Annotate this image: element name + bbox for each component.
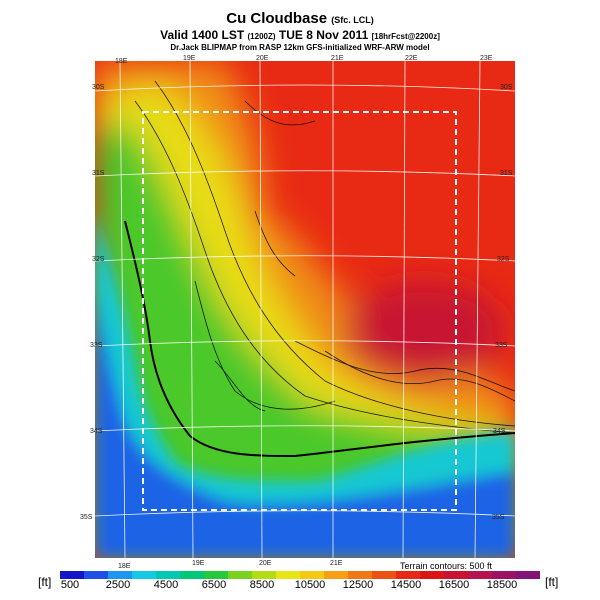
scale-label: 10500 <box>294 579 326 591</box>
lat-tick-left-33s: 33S <box>90 342 103 349</box>
scale-swatch <box>396 571 421 579</box>
scale-label: 14500 <box>390 579 422 591</box>
scale-swatch <box>324 571 349 579</box>
lat-tick-right-30s: 30S <box>500 84 513 91</box>
scale-swatch <box>492 571 517 579</box>
lon-tick-top-23e: 23E <box>480 55 493 62</box>
color-scale-bar <box>60 571 540 579</box>
scale-swatch <box>420 571 445 579</box>
scale-swatch <box>108 571 133 579</box>
lat-tick-left-30s: 30S <box>92 84 105 91</box>
lat-tick-right-35s: 35S <box>492 514 505 521</box>
lat-tick-right-32s: 32S <box>497 256 510 263</box>
lon-tick-top-19e: 19E <box>183 55 196 62</box>
inner-domain-box <box>142 111 457 511</box>
scale-swatch <box>276 571 301 579</box>
lon-tick-bottom-20e: 20E <box>259 560 272 567</box>
zone-red-east <box>345 281 505 381</box>
scale-swatch <box>228 571 253 579</box>
scale-swatch <box>156 571 181 579</box>
terrain-contours <box>134 80 515 434</box>
ocean-west <box>95 211 515 558</box>
lon-tick-top-18e: 18E <box>115 58 128 65</box>
scale-unit-left: [ft] <box>38 575 52 589</box>
scale-swatch <box>468 571 493 579</box>
lon-tick-top-20e: 20E <box>256 55 269 62</box>
lat-tick-left-34s: 34S <box>90 428 103 435</box>
scale-swatch <box>252 571 277 579</box>
lat-tick-right-33s: 33S <box>495 342 508 349</box>
scale-swatch <box>204 571 229 579</box>
lat-tick-right-31s: 31S <box>500 170 513 177</box>
scale-label: 18500 <box>486 579 518 591</box>
lat-tick-right-34s: 34S <box>493 428 506 435</box>
scale-label: 16500 <box>438 579 470 591</box>
terrain-contour-note: Terrain contours: 500 ft <box>400 561 493 571</box>
cloudbase-map <box>95 61 515 558</box>
scale-unit-right: [ft] <box>545 575 559 589</box>
lon-tick-top-22e: 22E <box>405 55 418 62</box>
scale-swatch <box>132 571 157 579</box>
lat-tick-left-32s: 32S <box>92 256 105 263</box>
scale-label: 12500 <box>342 579 374 591</box>
scale-swatch <box>84 571 109 579</box>
lon-tick-top-21e: 21E <box>331 55 344 62</box>
map-title: Cu Cloudbase (Sfc. LCL) <box>226 10 374 27</box>
lon-tick-bottom-21e: 21E <box>330 560 343 567</box>
model-credit: Dr.Jack BLIPMAP from RASP 12km GFS-initi… <box>170 43 430 52</box>
scale-label: 2500 <box>105 579 131 591</box>
lon-tick-bottom-19e: 19E <box>192 560 205 567</box>
ocean-deep <box>95 291 515 558</box>
scale-swatch <box>300 571 325 579</box>
scale-swatch <box>516 571 540 579</box>
lon-tick-bottom-18e: 18E <box>118 563 131 570</box>
lat-tick-left-31s: 31S <box>92 170 105 177</box>
scale-swatch <box>444 571 469 579</box>
scale-swatch <box>372 571 397 579</box>
valid-time: Valid 1400 LST (1200Z) TUE 8 Nov 2011 [1… <box>160 28 440 42</box>
zone-green <box>95 121 515 558</box>
scale-label: 4500 <box>153 579 179 591</box>
scale-swatch <box>348 571 373 579</box>
scale-swatch <box>180 571 205 579</box>
lat-tick-left-35s: 35S <box>80 514 93 521</box>
scale-label: 8500 <box>249 579 275 591</box>
graticule <box>95 61 515 558</box>
scale-label: 500 <box>60 579 80 591</box>
scale-swatch <box>60 571 85 579</box>
scale-label: 6500 <box>201 579 227 591</box>
coastline <box>124 220 515 458</box>
